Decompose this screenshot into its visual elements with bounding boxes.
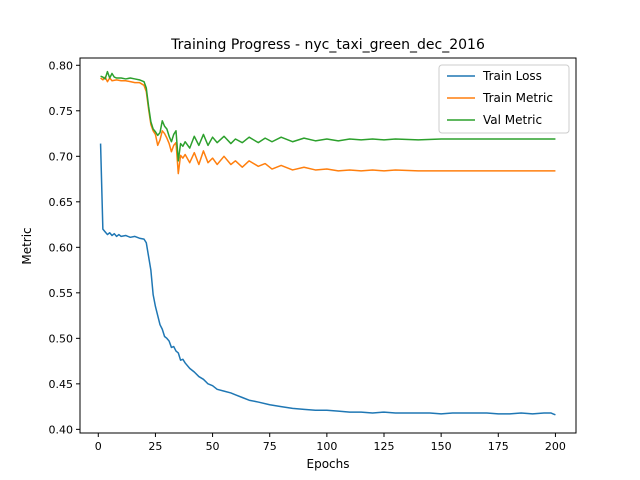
axes-frame bbox=[79, 57, 577, 434]
legend-label-2: Train Metric bbox=[482, 91, 553, 105]
x-tick-label: 25 bbox=[148, 440, 162, 453]
y-tick-label: 0.60 bbox=[49, 241, 74, 254]
x-axis-label: Epochs bbox=[307, 457, 350, 471]
x-tick-label: 75 bbox=[263, 440, 277, 453]
x-tick-label: 200 bbox=[545, 440, 566, 453]
legend: Train Loss Train Metric Val Metric bbox=[438, 64, 570, 134]
y-tick-label: 0.70 bbox=[49, 150, 74, 163]
x-tick-label: 150 bbox=[431, 440, 452, 453]
y-tick-label: 0.50 bbox=[49, 332, 74, 345]
x-tick-label: 100 bbox=[316, 440, 337, 453]
y-axis: 0.40 0.45 0.50 0.55 0.60 0.65 0.70 0.75 0.80 bbox=[49, 59, 80, 436]
y-tick-label: 0.65 bbox=[49, 196, 74, 209]
x-axis: 0 25 50 75 100 125 150 175 200 bbox=[95, 433, 566, 453]
x-tick-label: 0 bbox=[95, 440, 102, 453]
legend-label-3: Val Metric bbox=[483, 113, 542, 127]
y-tick-label: 0.55 bbox=[49, 287, 74, 300]
y-axis-label: Metric bbox=[20, 227, 34, 264]
y-tick-label: 0.80 bbox=[49, 59, 74, 72]
chart-title: Training Progress - nyc_taxi_green_dec_2… bbox=[170, 37, 485, 53]
legend-box bbox=[438, 64, 570, 134]
x-tick-label: 125 bbox=[374, 440, 395, 453]
legend-label-1: Train Loss bbox=[482, 69, 542, 83]
series-line-2 bbox=[100, 76, 556, 175]
x-tick-label: 50 bbox=[206, 440, 220, 453]
y-tick-label: 0.45 bbox=[49, 378, 74, 391]
y-tick-label: 0.40 bbox=[49, 423, 74, 436]
y-tick-label: 0.75 bbox=[49, 105, 74, 118]
plot-area bbox=[79, 57, 577, 434]
x-tick-label: 175 bbox=[488, 440, 509, 453]
series-line-1 bbox=[99, 143, 556, 416]
series-line-3 bbox=[100, 70, 556, 162]
